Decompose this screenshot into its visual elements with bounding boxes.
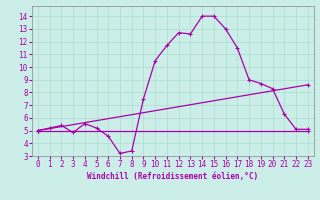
X-axis label: Windchill (Refroidissement éolien,°C): Windchill (Refroidissement éolien,°C) [87,172,258,181]
